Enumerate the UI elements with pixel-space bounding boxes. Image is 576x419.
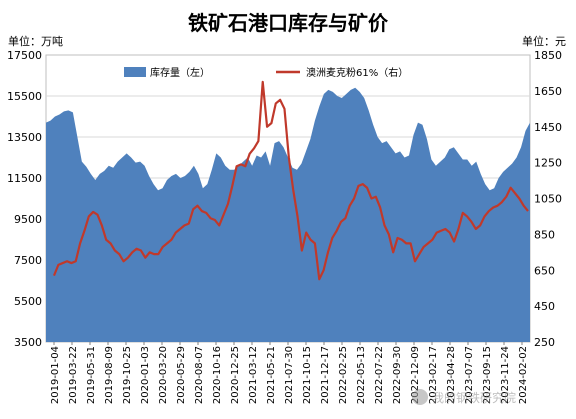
left-tick-label: 9500 xyxy=(14,213,42,226)
inventory-area xyxy=(46,87,530,342)
left-tick-label: 13500 xyxy=(7,131,42,144)
x-tick-label: 2022-05-13 xyxy=(356,346,367,404)
x-tick-label: 2023-04-28 xyxy=(446,346,457,404)
x-tick-label: 2022-02-25 xyxy=(338,346,349,404)
right-tick-label: 1850 xyxy=(534,49,562,62)
x-tick-label: 2019-05-31 xyxy=(86,346,97,404)
right-tick-label: 1050 xyxy=(534,193,562,206)
left-tick-label: 11500 xyxy=(7,172,42,185)
price-line xyxy=(52,80,529,281)
x-tick-label: 2021-10-15 xyxy=(302,346,313,404)
legend-label-price: 澳洲麦克粉61%（右） xyxy=(306,66,408,79)
watermark-text: 我的钢铁研究院 xyxy=(432,390,516,405)
x-tick-label: 2019-10-25 xyxy=(122,346,133,404)
x-tick-label: 2022-09-30 xyxy=(392,346,403,404)
x-tick-label: 2020-10-16 xyxy=(212,346,223,404)
watermark-logo-icon xyxy=(412,389,428,405)
legend-label-inventory: 库存量（左） xyxy=(150,66,210,79)
legend-swatch-inventory xyxy=(124,67,146,77)
left-tick-label: 7500 xyxy=(14,254,42,267)
legend: 库存量（左） 澳洲麦克粉61%（右） xyxy=(124,66,408,79)
x-tick-label: 2023-07-07 xyxy=(464,346,475,404)
right-unit-label: 单位：元 xyxy=(522,34,566,48)
x-tick-label: 2021-07-30 xyxy=(284,346,295,404)
right-tick-label: 1250 xyxy=(534,157,562,170)
x-tick-label: 2021-05-21 xyxy=(266,346,277,404)
x-tick-label: 2020-01-03 xyxy=(140,346,151,404)
x-tick-label: 2021-12-17 xyxy=(320,346,331,404)
x-tick-label: 2020-12-25 xyxy=(230,346,241,404)
chart-title: 铁矿石港口库存与矿价 xyxy=(188,11,389,35)
left-tick-label: 5500 xyxy=(14,295,42,308)
x-tick-label: 2022-07-22 xyxy=(374,346,385,404)
right-axis-ticks: 250 450 650 850 1050 1250 1450 1650 1850 xyxy=(534,49,562,349)
right-tick-label: 450 xyxy=(534,300,555,313)
watermark: 我的钢铁研究院 xyxy=(412,389,516,405)
x-tick-label: 2023-02-17 xyxy=(428,346,439,404)
right-tick-label: 850 xyxy=(534,228,555,241)
right-tick-label: 250 xyxy=(534,336,555,349)
x-axis-ticks: 2019-01-04 2019-03-22 2019-05-31 2019-08-09… xyxy=(50,342,529,404)
x-tick-label: 2019-08-09 xyxy=(104,346,115,404)
x-tick-label: 2023-11-24 xyxy=(500,346,511,404)
right-tick-label: 1650 xyxy=(534,85,562,98)
x-tick-label: 2020-05-29 xyxy=(176,346,187,404)
x-tick-label: 2019-03-22 xyxy=(68,346,79,404)
x-tick-label: 2020-03-20 xyxy=(158,346,169,404)
price-series xyxy=(52,80,529,281)
x-tick-label: 2024-02-02 xyxy=(518,346,529,404)
left-unit-label: 单位：万吨 xyxy=(8,34,63,48)
x-tick-label: 2020-08-07 xyxy=(194,346,205,404)
left-tick-label: 15500 xyxy=(7,90,42,103)
right-tick-label: 1450 xyxy=(534,121,562,134)
right-tick-label: 650 xyxy=(534,264,555,277)
x-tick-label: 2023-09-15 xyxy=(482,346,493,404)
x-tick-label: 2022-12-09 xyxy=(410,346,421,404)
inventory-series xyxy=(46,87,530,342)
left-tick-label: 3500 xyxy=(14,336,42,349)
left-axis-ticks: 3500 5500 7500 9500 11500 13500 15500 17500 xyxy=(7,49,42,349)
left-tick-label: 17500 xyxy=(7,49,42,62)
x-tick-label: 2019-01-04 xyxy=(50,346,61,404)
x-tick-label: 2021-03-12 xyxy=(248,346,259,404)
